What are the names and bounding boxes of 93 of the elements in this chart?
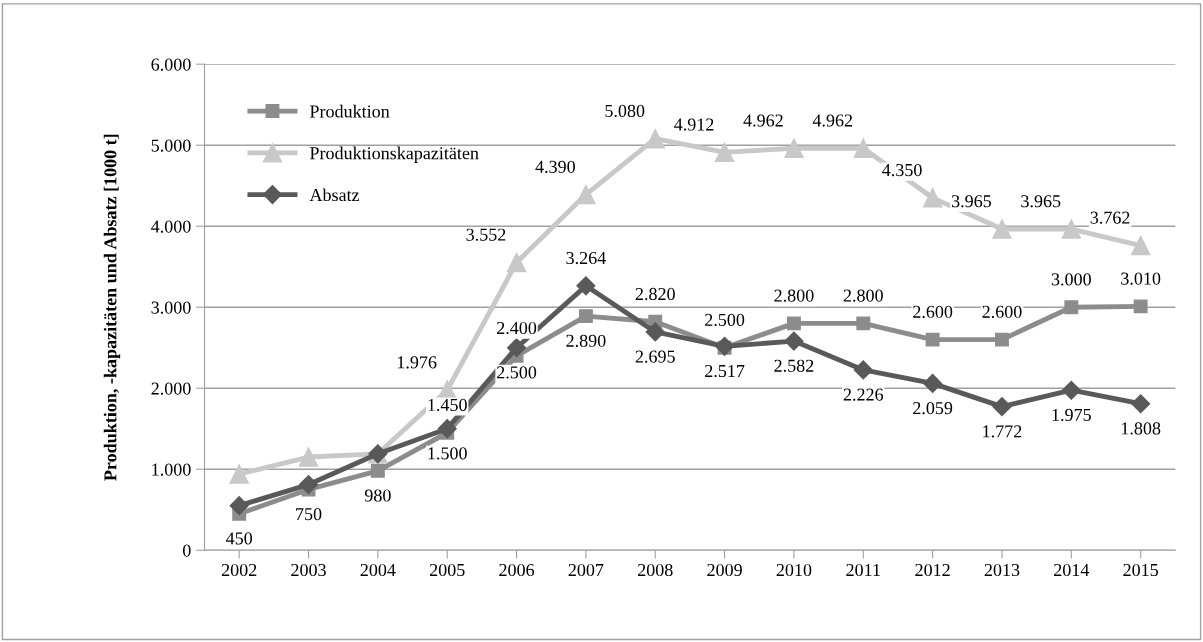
point xyxy=(1064,300,1079,315)
point xyxy=(229,464,249,484)
legend-label: Produktion xyxy=(309,104,390,118)
point xyxy=(506,252,527,273)
x-tick-label: 2007 xyxy=(568,563,604,577)
x-tick-label: 2011 xyxy=(846,563,880,577)
data-label: 2.695 xyxy=(635,350,675,363)
x-tick-label: 2002 xyxy=(221,563,257,577)
x-tick-label: 2006 xyxy=(499,563,535,577)
data-label: 2.059 xyxy=(913,401,953,415)
legend-label: Absatz xyxy=(309,188,360,202)
data-label: 2.800 xyxy=(774,289,814,302)
data-label: 2.820 xyxy=(635,287,675,301)
point xyxy=(437,419,457,439)
data-label: 2.600 xyxy=(982,305,1022,318)
point xyxy=(856,316,871,331)
data-label: 3.762 xyxy=(1090,211,1130,224)
data-label: 2.500 xyxy=(705,313,745,327)
data-label: 4.350 xyxy=(882,163,922,177)
data-label: 2.582 xyxy=(774,359,814,372)
point xyxy=(995,332,1009,347)
data-label: 3.965 xyxy=(1021,195,1061,208)
data-label: 1.808 xyxy=(1121,422,1161,435)
point xyxy=(784,331,804,351)
point xyxy=(786,316,801,331)
y-tick-label: 0 xyxy=(182,544,191,557)
y-tick-label: 3.000 xyxy=(151,301,191,314)
data-label: 4.962 xyxy=(812,114,853,127)
point xyxy=(578,309,593,324)
y-tick-label: 5.000 xyxy=(151,139,191,152)
legend-label: Produktionskapazitäten xyxy=(309,146,479,163)
data-label: 980 xyxy=(364,489,391,502)
x-tick-label: 2014 xyxy=(1054,563,1090,577)
point xyxy=(992,397,1012,417)
data-label: 3.965 xyxy=(951,195,992,208)
data-label: 4.912 xyxy=(674,118,714,131)
data-label: 2.600 xyxy=(913,305,953,318)
data-label: 2.890 xyxy=(566,334,606,347)
point xyxy=(714,142,735,163)
point xyxy=(576,276,596,296)
point xyxy=(992,219,1012,239)
data-label: 1.772 xyxy=(983,425,1022,438)
point xyxy=(370,463,385,478)
point xyxy=(1133,299,1148,314)
y-axis-title: Produktion, -kapazitäten und Absatz [1000 t] xyxy=(103,134,121,481)
point xyxy=(853,360,873,380)
point xyxy=(1061,380,1081,400)
data-label: 2.500 xyxy=(497,366,537,379)
x-tick-label: 2013 xyxy=(984,563,1020,577)
point xyxy=(576,184,596,205)
x-tick-label: 2012 xyxy=(915,563,950,577)
data-label: 2.800 xyxy=(843,289,883,302)
point xyxy=(229,496,249,516)
data-label: 1.450 xyxy=(428,398,467,412)
data-label: 1.500 xyxy=(428,447,467,460)
y-tick-label: 1.000 xyxy=(152,463,191,476)
data-label: 2.226 xyxy=(843,388,884,401)
x-tick-label: 2005 xyxy=(429,563,465,577)
y-tick-label: 4.000 xyxy=(151,220,191,233)
data-label: 2.400 xyxy=(497,321,537,335)
data-label: 5.080 xyxy=(605,104,645,118)
point xyxy=(784,138,804,158)
x-tick-label: 2010 xyxy=(776,563,812,577)
point xyxy=(507,338,527,358)
x-tick-label: 2003 xyxy=(291,563,326,577)
data-label: 2.517 xyxy=(705,364,745,378)
point xyxy=(922,188,943,208)
data-label: 750 xyxy=(296,508,322,521)
x-tick-label: 2015 xyxy=(1123,563,1159,577)
point xyxy=(1061,219,1082,239)
data-label: 4.962 xyxy=(743,114,783,127)
data-label: 3.552 xyxy=(466,228,506,241)
data-label: 1.975 xyxy=(1052,408,1091,422)
point xyxy=(1131,394,1151,414)
point xyxy=(645,128,665,149)
x-tick-label: 2004 xyxy=(360,563,396,577)
y-tick-label: 2.000 xyxy=(151,382,191,395)
x-tick-label: 2009 xyxy=(707,563,742,577)
data-label: 1.976 xyxy=(397,356,437,369)
x-tick-label: 2008 xyxy=(637,563,673,577)
point xyxy=(298,475,319,495)
data-label: 3.010 xyxy=(1121,272,1161,285)
y-tick-label: 6.000 xyxy=(151,58,191,71)
point xyxy=(1130,235,1151,256)
data-label: 3.000 xyxy=(1051,273,1091,286)
point xyxy=(923,373,943,393)
point xyxy=(645,322,665,342)
data-label: 450 xyxy=(225,532,253,545)
point xyxy=(853,138,874,158)
point xyxy=(298,447,319,467)
data-label: 3.264 xyxy=(566,251,606,265)
point xyxy=(925,332,940,347)
data-label: 4.390 xyxy=(535,160,575,173)
